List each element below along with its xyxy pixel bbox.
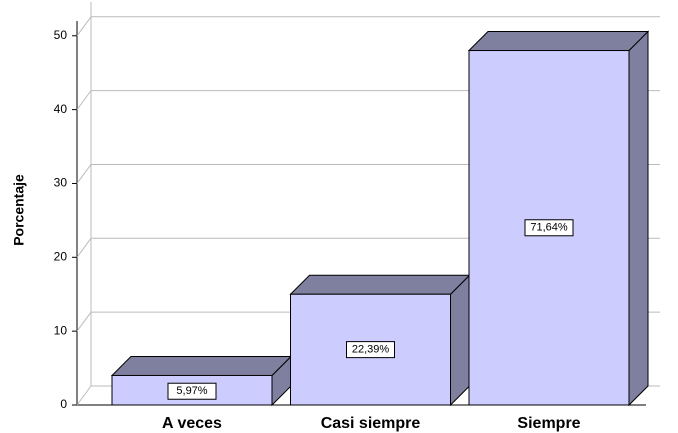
- x-tick-label: A veces: [162, 415, 222, 432]
- data-label-box: [167, 382, 217, 400]
- bar-top: [289, 274, 471, 295]
- y-tick-label: 40: [54, 102, 68, 116]
- y-tick-label: 30: [54, 176, 68, 190]
- y-tick-label: 10: [54, 323, 68, 337]
- y-tick-label: 20: [54, 249, 68, 263]
- data-label: 71,64%: [530, 222, 568, 234]
- x-tick-label: Casi siempre: [321, 415, 421, 432]
- data-label-box: [524, 219, 574, 237]
- x-tick-label: Siempre: [517, 415, 580, 432]
- bar-side: [450, 274, 470, 407]
- data-label: 22,39%: [352, 344, 390, 356]
- grid-line: [76, 16, 92, 37]
- grid-line: [76, 164, 92, 184]
- bar-top: [110, 355, 293, 376]
- y-tick-label: 50: [54, 28, 68, 42]
- grid-line: [76, 238, 92, 258]
- data-label: 5,97%: [176, 385, 207, 397]
- data-label-box: [346, 341, 395, 359]
- bar-top: [467, 31, 650, 52]
- y-tick-label: 0: [60, 397, 67, 411]
- bar-side: [628, 30, 649, 407]
- grid-line: [76, 311, 92, 332]
- y-axis-title: Porcentaje: [11, 174, 27, 246]
- grid-line: [76, 90, 92, 110]
- grid-line: [76, 385, 92, 406]
